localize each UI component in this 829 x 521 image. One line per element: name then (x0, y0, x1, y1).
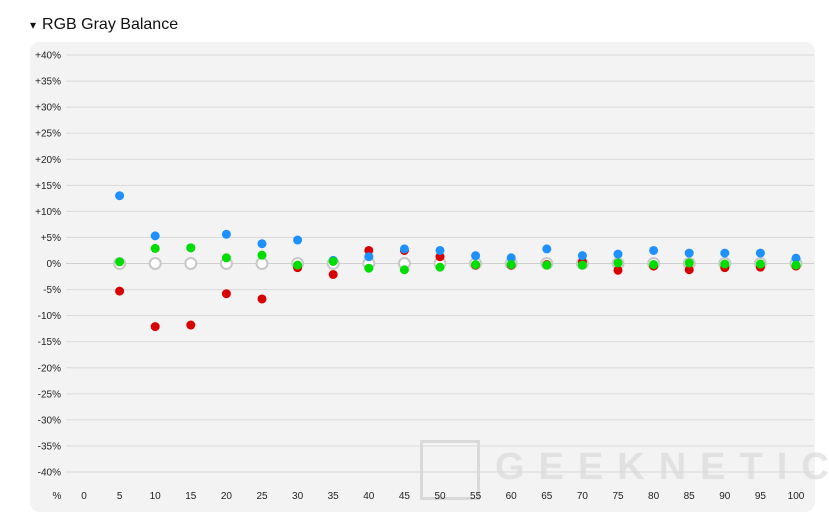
green-point (186, 243, 196, 253)
y-tick-label: -40% (38, 468, 61, 479)
x-axis-unit-label: % (53, 491, 62, 502)
x-tick-label: 30 (292, 491, 304, 502)
x-tick-label: 5 (117, 491, 123, 502)
y-tick-label: 0% (47, 259, 62, 270)
red-point (150, 322, 160, 332)
blue-point (649, 245, 659, 255)
green-point (613, 258, 623, 268)
y-tick-label: -20% (38, 363, 61, 374)
y-tick-label: +20% (35, 155, 61, 166)
x-tick-label: 20 (221, 491, 233, 502)
chart-header[interactable]: ▾ RGB Gray Balance (30, 14, 178, 36)
blue-point (791, 253, 801, 263)
green-point (221, 253, 231, 263)
x-tick-label: 15 (185, 491, 197, 502)
y-tick-label: +5% (41, 233, 61, 244)
red-point (613, 265, 623, 275)
red-point (684, 265, 694, 275)
blue-point (115, 191, 125, 201)
x-tick-label: 60 (506, 491, 518, 502)
red-point (221, 289, 231, 299)
x-tick-label: 55 (470, 491, 482, 502)
y-tick-label: -25% (38, 389, 61, 400)
blue-point (755, 248, 765, 258)
blue-point (399, 244, 409, 254)
y-tick-label: -30% (38, 415, 61, 426)
green-point (399, 265, 409, 275)
green-point (791, 260, 801, 270)
gray-point (148, 257, 162, 270)
green-point (293, 260, 303, 270)
green-point (684, 258, 694, 268)
x-tick-label: 100 (788, 491, 805, 502)
green-point (435, 262, 445, 272)
red-point (435, 252, 445, 262)
chart-title: RGB Gray Balance (42, 16, 179, 33)
watermark-logo-icon (420, 440, 480, 500)
x-tick-label: 95 (755, 491, 767, 502)
x-tick-label: 0 (81, 491, 87, 502)
green-point (649, 260, 659, 270)
blue-point (720, 248, 730, 258)
chart-panel (30, 42, 815, 512)
blue-point (435, 245, 445, 255)
blue-point (577, 251, 587, 261)
watermark-text: GEEKNETIC (495, 446, 829, 488)
y-tick-label: +35% (35, 77, 61, 88)
x-tick-label: 65 (541, 491, 553, 502)
green-point (150, 243, 160, 253)
x-tick-label: 35 (328, 491, 340, 502)
blue-point (684, 248, 694, 258)
x-tick-label: 85 (684, 491, 696, 502)
red-point (328, 269, 338, 279)
red-point (115, 286, 125, 296)
y-tick-label: +10% (35, 207, 61, 218)
x-tick-label: 10 (150, 491, 162, 502)
y-tick-label: -5% (43, 285, 61, 296)
gray-point (184, 257, 198, 270)
blue-point (150, 231, 160, 241)
green-point (471, 260, 481, 270)
blue-point (471, 251, 481, 261)
x-tick-label: 70 (577, 491, 589, 502)
green-point (506, 260, 516, 270)
y-tick-label: +40% (35, 51, 61, 62)
blue-point (613, 249, 623, 259)
blue-point (506, 253, 516, 263)
blue-point (257, 239, 267, 249)
green-point (720, 259, 730, 269)
y-tick-label: -15% (38, 337, 61, 348)
green-point (542, 260, 552, 270)
green-point (328, 256, 338, 266)
x-tick-label: 75 (612, 491, 624, 502)
blue-point (293, 235, 303, 245)
x-tick-label: 90 (719, 491, 731, 502)
green-point (755, 259, 765, 269)
collapse-triangle-icon[interactable]: ▾ (30, 18, 37, 32)
green-point (364, 263, 374, 273)
x-tick-label: 25 (256, 491, 268, 502)
x-tick-label: 80 (648, 491, 660, 502)
blue-point (221, 229, 231, 239)
red-point (186, 320, 196, 330)
x-tick-label: 45 (399, 491, 411, 502)
green-point (577, 260, 587, 270)
y-tick-label: -10% (38, 311, 61, 322)
green-point (257, 250, 267, 260)
red-point (257, 294, 267, 304)
y-tick-label: -35% (38, 441, 61, 452)
green-point (115, 257, 125, 267)
y-tick-label: +15% (35, 181, 61, 192)
blue-point (542, 244, 552, 254)
y-tick-label: +25% (35, 129, 61, 140)
y-tick-label: +30% (35, 103, 61, 114)
x-tick-label: 40 (363, 491, 375, 502)
x-tick-label: 50 (434, 491, 446, 502)
red-point (364, 245, 374, 255)
blue-point (364, 252, 374, 262)
